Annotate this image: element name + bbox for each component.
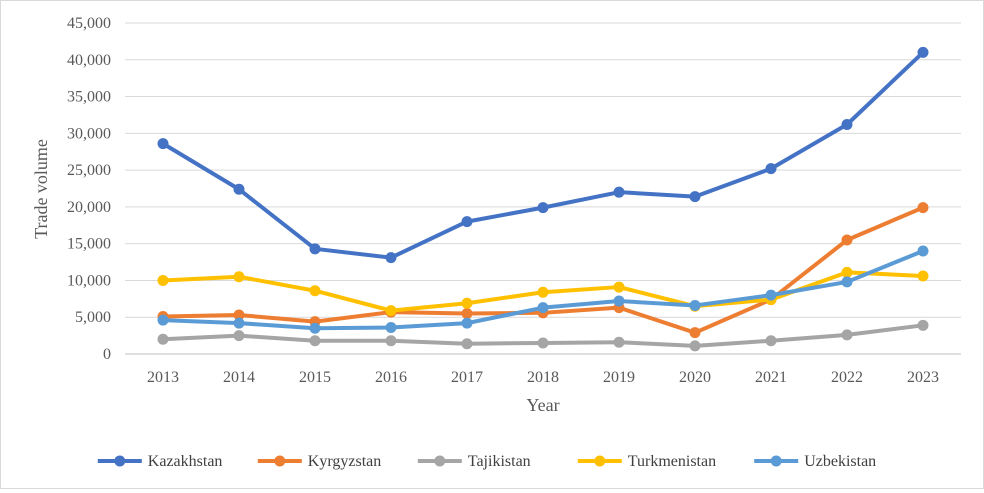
data-point: [917, 245, 929, 257]
y-tick-label: 10,000: [67, 272, 111, 289]
data-point: [917, 202, 929, 214]
gridlines: [125, 22, 961, 318]
legend-item: Turkmenistan: [577, 453, 716, 470]
data-point: [841, 276, 853, 288]
legend-label: Kazakhstan: [148, 453, 223, 470]
data-point: [917, 319, 929, 331]
legend-item: Tajikistan: [417, 453, 531, 470]
x-tick-label: 2016: [375, 369, 407, 386]
data-point: [841, 266, 853, 278]
x-tick-label: 2020: [679, 369, 711, 386]
data-point: [461, 308, 473, 320]
x-tick-label: 2019: [603, 369, 635, 386]
data-point: [157, 274, 169, 286]
data-point: [233, 330, 245, 342]
data-point: [309, 285, 321, 297]
data-point: [689, 327, 701, 339]
data-point: [537, 337, 549, 349]
data-point: [233, 271, 245, 283]
data-point: [461, 317, 473, 329]
data-point: [385, 322, 397, 334]
y-tick-label: 20,000: [67, 199, 111, 216]
data-point: [309, 335, 321, 347]
x-tick-label: 2015: [299, 369, 331, 386]
legend-item: Kyrgyzstan: [257, 453, 381, 470]
y-axis-title: Trade volume: [31, 139, 51, 239]
data-point: [157, 333, 169, 345]
x-tick-label: 2017: [451, 369, 483, 386]
series-kazakhstan: [157, 46, 929, 264]
legend-swatch-marker: [434, 455, 446, 467]
data-point: [841, 234, 853, 246]
data-point: [917, 270, 929, 282]
data-point: [233, 183, 245, 195]
series-uzbekistan: [157, 245, 929, 334]
legend-item: Kazakhstan: [97, 453, 223, 470]
x-tick-label: 2014: [223, 369, 255, 386]
x-axis-title: Year: [526, 395, 559, 415]
y-tick-label: 25,000: [67, 162, 111, 179]
data-point: [841, 119, 853, 131]
data-point: [385, 305, 397, 317]
data-point: [613, 295, 625, 307]
x-tick-label: 2018: [527, 369, 559, 386]
x-tick-label: 2023: [907, 369, 939, 386]
legend-swatch-marker: [594, 455, 606, 467]
x-tick-label: 2021: [755, 369, 787, 386]
y-tick-label: 40,000: [67, 52, 111, 69]
legend-label: Tajikistan: [468, 453, 531, 470]
legend-label: Uzbekistan: [804, 453, 876, 470]
data-point: [233, 317, 245, 329]
data-point: [689, 299, 701, 311]
data-point: [233, 309, 245, 321]
data-point: [537, 302, 549, 314]
y-tick-label: 30,000: [67, 125, 111, 142]
legend-swatch-marker: [770, 455, 782, 467]
data-point: [157, 314, 169, 326]
data-point: [765, 163, 777, 175]
legend: Kazakhstan Kyrgyzstan Tajikistan Turkmenist…: [97, 453, 876, 470]
axes: 0 5,000 10,000 15,000 20,000 25,000 30,000 35,0…: [67, 15, 961, 386]
data-point: [537, 202, 549, 214]
y-tick-label: 5,000: [75, 309, 111, 326]
legend-item: Uzbekistan: [754, 453, 876, 470]
series-kyrgyzstan: [157, 202, 929, 339]
legend-swatch-marker: [114, 455, 126, 467]
legend-swatch-marker: [274, 455, 286, 467]
legend-label: Kyrgyzstan: [308, 453, 381, 470]
data-point: [385, 252, 397, 264]
data-point: [157, 138, 169, 150]
data-point: [765, 289, 777, 301]
series-line: [161, 50, 925, 260]
series-tajikistan: [157, 319, 929, 352]
y-tick-label: 45,000: [67, 15, 111, 32]
data-point: [537, 286, 549, 298]
data-point: [385, 335, 397, 347]
data-point: [613, 186, 625, 198]
x-tick-label: 2022: [831, 369, 863, 386]
data-point: [613, 336, 625, 348]
data-point: [461, 338, 473, 350]
data-point: [309, 322, 321, 334]
data-point: [613, 281, 625, 293]
y-tick-label: 15,000: [67, 236, 111, 253]
data-point: [461, 297, 473, 309]
x-tick-label: 2013: [147, 369, 179, 386]
y-tick-label: 0: [103, 346, 111, 363]
data-point: [917, 46, 929, 58]
legend-label: Turkmenistan: [628, 453, 716, 470]
data-point: [309, 243, 321, 255]
data-point: [765, 335, 777, 347]
data-point: [461, 216, 473, 228]
series-group: [157, 46, 929, 352]
data-point: [841, 329, 853, 341]
data-point: [689, 340, 701, 352]
y-tick-label: 35,000: [67, 89, 111, 106]
data-point: [689, 191, 701, 203]
